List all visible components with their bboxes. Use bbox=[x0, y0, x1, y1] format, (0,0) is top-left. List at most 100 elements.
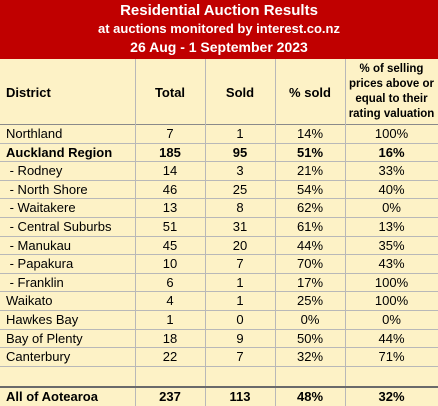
header-above-valuation: % of selling prices above or equal to th… bbox=[345, 59, 438, 125]
cell-sold: 95 bbox=[232, 144, 248, 160]
cell-pct-sold: 44% bbox=[296, 237, 324, 253]
cell-above-valuation: 35% bbox=[378, 237, 405, 253]
cell-total: 7 bbox=[166, 126, 174, 141]
cell-sold: 20 bbox=[232, 237, 248, 253]
table-row: Hawkes Bay 1 0 0% 0% bbox=[0, 311, 438, 330]
cell-sold: 3 bbox=[236, 163, 244, 179]
cell-total: 4 bbox=[166, 293, 174, 309]
cell-total: 51 bbox=[162, 218, 178, 234]
footer-pct-sold: 48% bbox=[296, 389, 324, 404]
cell-pct-sold: 21% bbox=[296, 163, 324, 179]
cell-above-valuation: 43% bbox=[378, 256, 405, 272]
table-row: Canterbury 22 7 32% 71% bbox=[0, 348, 438, 367]
header-pct-sold: % sold bbox=[289, 84, 331, 100]
cell-pct-sold: 51% bbox=[296, 144, 324, 160]
cell-district: - Central Suburbs bbox=[6, 218, 112, 234]
header-total: Total bbox=[154, 84, 186, 100]
cell-district: Hawkes Bay bbox=[6, 311, 79, 327]
table-row: - North Shore 46 25 54% 40% bbox=[0, 181, 438, 200]
cell-above-valuation: 100% bbox=[374, 126, 409, 141]
table-row: Bay of Plenty 18 9 50% 44% bbox=[0, 330, 438, 349]
cell-district: - Manukau bbox=[6, 237, 72, 253]
table-body: Northland 7 1 14% 100% Auckland Region 1… bbox=[0, 125, 438, 367]
header-district: District bbox=[6, 84, 51, 100]
cell-district: - North Shore bbox=[6, 181, 88, 197]
table-row: Northland 7 1 14% 100% bbox=[0, 125, 438, 144]
table-row: Auckland Region 185 95 51% 16% bbox=[0, 144, 438, 163]
footer-above-valuation: 32% bbox=[378, 389, 405, 404]
table-row: - Rodney 14 3 21% 33% bbox=[0, 162, 438, 181]
cell-district: Waikato bbox=[6, 293, 53, 309]
cell-sold: 9 bbox=[236, 330, 244, 346]
header-above-line-1: % of selling bbox=[359, 63, 424, 75]
cell-sold: 31 bbox=[232, 218, 248, 234]
cell-above-valuation: 0% bbox=[382, 200, 401, 216]
title-line-2: at auctions monitored by interest.co.nz bbox=[98, 21, 340, 36]
title-line-1: Residential Auction Results bbox=[120, 2, 318, 19]
cell-sold: 7 bbox=[236, 349, 244, 365]
cell-total: 14 bbox=[162, 163, 178, 179]
table-row: - Papakura 10 7 70% 43% bbox=[0, 255, 438, 274]
cell-district: - Waitakere bbox=[6, 200, 76, 216]
cell-total: 13 bbox=[162, 200, 178, 216]
header-sold: Sold bbox=[225, 84, 255, 100]
cell-district: - Rodney bbox=[6, 163, 63, 179]
footer-total: 237 bbox=[159, 389, 181, 404]
title-bar: Residential Auction Results at auctions … bbox=[0, 0, 438, 59]
column-divider bbox=[275, 59, 276, 406]
table-row: Waikato 4 1 25% 100% bbox=[0, 292, 438, 311]
cell-pct-sold: 17% bbox=[296, 274, 324, 290]
cell-above-valuation: 100% bbox=[374, 274, 409, 290]
cell-above-valuation: 71% bbox=[378, 349, 405, 365]
cell-total: 45 bbox=[162, 237, 178, 253]
cell-district: Bay of Plenty bbox=[6, 330, 83, 346]
cell-pct-sold: 0% bbox=[300, 311, 320, 327]
cell-above-valuation: 33% bbox=[378, 163, 405, 179]
cell-sold: 8 bbox=[236, 200, 244, 216]
cell-total: 10 bbox=[162, 256, 178, 272]
cell-pct-sold: 54% bbox=[296, 181, 324, 197]
cell-total: 6 bbox=[166, 274, 174, 290]
cell-above-valuation: 16% bbox=[378, 144, 405, 160]
cell-above-valuation: 100% bbox=[374, 293, 409, 309]
cell-district: Auckland Region bbox=[6, 144, 113, 160]
cell-district: Northland bbox=[6, 126, 63, 141]
cell-pct-sold: 70% bbox=[296, 256, 324, 272]
header-above-line-2: prices above or bbox=[348, 78, 434, 90]
header-above-line-4: rating valuation bbox=[348, 108, 435, 120]
column-divider bbox=[345, 59, 346, 406]
cell-total: 46 bbox=[162, 181, 178, 197]
table-row: - Manukau 45 20 44% 35% bbox=[0, 237, 438, 256]
title-line-3: 26 Aug - 1 September 2023 bbox=[130, 39, 308, 55]
table-footer-total-row: All of Aotearoa 237 113 48% 32% bbox=[0, 386, 438, 406]
cell-pct-sold: 50% bbox=[296, 330, 324, 346]
cell-sold: 25 bbox=[232, 181, 248, 197]
cell-above-valuation: 44% bbox=[378, 330, 405, 346]
cell-total: 1 bbox=[166, 311, 174, 327]
cell-above-valuation: 0% bbox=[382, 311, 401, 327]
cell-pct-sold: 62% bbox=[296, 200, 324, 216]
cell-pct-sold: 14% bbox=[296, 126, 324, 141]
header-above-line-3: equal to their bbox=[355, 93, 428, 105]
table-row: - Central Suburbs 51 31 61% 13% bbox=[0, 218, 438, 237]
cell-sold: 0 bbox=[236, 311, 244, 327]
cell-total: 22 bbox=[162, 349, 178, 365]
footer-district: All of Aotearoa bbox=[6, 389, 98, 404]
table-row: - Franklin 6 1 17% 100% bbox=[0, 274, 438, 293]
cell-district: Canterbury bbox=[6, 349, 71, 365]
cell-sold: 7 bbox=[236, 256, 244, 272]
column-divider bbox=[205, 59, 206, 406]
cell-pct-sold: 25% bbox=[296, 293, 324, 309]
cell-total: 185 bbox=[159, 144, 181, 160]
table-header: District Total Sold % sold % of selling … bbox=[0, 59, 438, 125]
cell-sold: 1 bbox=[236, 126, 244, 141]
cell-total: 18 bbox=[162, 330, 178, 346]
cell-pct-sold: 32% bbox=[296, 349, 324, 365]
footer-sold: 113 bbox=[229, 389, 251, 404]
cell-sold: 1 bbox=[236, 274, 244, 290]
cell-pct-sold: 61% bbox=[296, 218, 324, 234]
cell-district: - Franklin bbox=[6, 274, 64, 290]
column-divider bbox=[135, 59, 136, 406]
table-row: - Waitakere 13 8 62% 0% bbox=[0, 199, 438, 218]
